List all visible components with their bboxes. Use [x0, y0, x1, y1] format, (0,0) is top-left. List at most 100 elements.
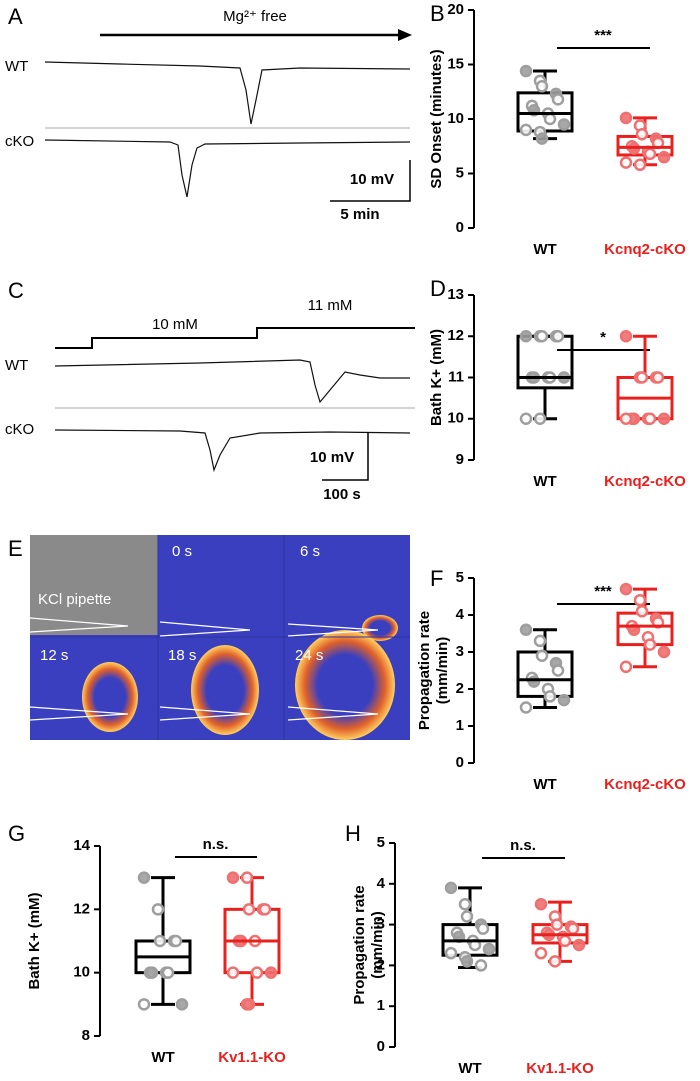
- data-point: [551, 664, 565, 677]
- trace: [54, 429, 411, 473]
- data-point: [535, 330, 549, 343]
- data-point: [137, 998, 151, 1011]
- y-tick-label: 20: [447, 1, 464, 18]
- panel-letter: C: [8, 278, 24, 303]
- y-axis-label: Propagation rate: [351, 885, 368, 1004]
- panel-e: E KCl pipette 0 s 6 s 12 s 18 s 24 s: [8, 535, 410, 740]
- data-point: [551, 330, 565, 343]
- panel-letter: G: [8, 821, 25, 846]
- data-point: [175, 998, 189, 1011]
- panel-letter: B: [430, 1, 445, 26]
- significance: ***: [594, 583, 612, 600]
- y-tick-label: 0: [456, 754, 464, 771]
- arrow-head: [398, 29, 412, 41]
- trace: [44, 61, 411, 125]
- data-point: [242, 998, 256, 1011]
- data-point: [657, 150, 671, 164]
- data-point: [651, 371, 665, 384]
- x-tick-label: Kcnq2-cKO: [604, 241, 686, 258]
- panel-letter: H: [345, 821, 361, 846]
- data-point: [619, 330, 633, 343]
- data-point: [444, 946, 458, 960]
- x-tick-label: WT: [458, 1060, 481, 1077]
- y-tick-label: 10: [73, 964, 90, 981]
- data-point: [258, 903, 272, 916]
- chart: G 8 10 12 14 Bath K+ (mM) n.s. WT Kv1.1-KO: [8, 821, 286, 1066]
- step-label: 10 mM: [152, 316, 198, 333]
- y-axis-label: (mm/min): [369, 911, 386, 979]
- data-point: [519, 330, 533, 343]
- data-point: [543, 690, 557, 703]
- y-tick-label: 15: [447, 55, 464, 72]
- y-axis-label: SD Onset (minutes): [428, 49, 445, 188]
- data-point: [519, 123, 533, 137]
- data-point: [551, 93, 565, 106]
- data-point: [460, 910, 474, 923]
- y-tick-label: 5: [377, 834, 385, 851]
- data-point: [643, 412, 657, 425]
- x-tick-label: Kcnq2-cKO: [604, 776, 686, 793]
- data-point: [226, 871, 240, 884]
- inset-image: [30, 535, 158, 635]
- data-point: [519, 623, 533, 637]
- data-point: [550, 918, 564, 931]
- data-point: [635, 605, 649, 618]
- data-point: [458, 897, 472, 911]
- trace-label: WT: [5, 58, 28, 75]
- chart: F 0 1 2 3 4 5 Propagation rate (mm/min) *** WT Kcnq…: [416, 566, 686, 793]
- data-point: [264, 966, 278, 979]
- frame-label: 0 s: [172, 543, 192, 560]
- significance: n.s.: [510, 837, 536, 854]
- y-axis-label: Bath K+ (mM): [26, 892, 43, 989]
- data-point: [474, 959, 488, 972]
- data-point: [240, 871, 254, 884]
- y-tick-label: 12: [447, 327, 464, 344]
- data-point: [533, 412, 547, 425]
- y-tick-label: 5: [456, 164, 464, 181]
- wave-front: [295, 630, 395, 740]
- data-point: [533, 634, 547, 648]
- data-point: [619, 582, 633, 596]
- data-point: [619, 412, 633, 425]
- data-point: [476, 922, 490, 935]
- scale-bar: [330, 160, 411, 202]
- data-point: [161, 966, 175, 979]
- x-tick-label: WT: [533, 241, 556, 258]
- significance: n.s.: [203, 836, 229, 853]
- scale-label: 5 min: [340, 206, 379, 223]
- data-point: [657, 645, 671, 659]
- scale-label: 10 mV: [310, 449, 354, 466]
- data-point: [444, 881, 458, 895]
- wave-front: [82, 662, 138, 732]
- data-point: [145, 966, 159, 979]
- condition: Mg²⁺ free: [223, 8, 287, 25]
- x-tick-label: Kv1.1-KO: [218, 1049, 286, 1066]
- x-tick-label: WT: [151, 1049, 174, 1066]
- y-tick-label: 0: [377, 1038, 385, 1055]
- step-label: 11 mM: [308, 297, 353, 314]
- data-point: [519, 412, 533, 425]
- data-point: [534, 946, 548, 960]
- chart: B 0 5 10 15 20 SD Onset (minutes) *** WT Kcnq2-cK…: [428, 1, 686, 258]
- y-tick-label: 4: [377, 875, 386, 892]
- y-tick-label: 9: [456, 451, 464, 468]
- significance: *: [600, 329, 606, 346]
- y-tick-label: 2: [456, 680, 464, 697]
- y-tick-label: 14: [73, 837, 90, 854]
- y-axis-label: Propagation rate: [416, 611, 433, 730]
- pipettes: [29, 617, 379, 721]
- data-point: [153, 934, 167, 948]
- data-point: [226, 966, 240, 979]
- y-tick-label: 5: [456, 569, 464, 586]
- step-protocol: [55, 327, 415, 349]
- data-point: [169, 934, 183, 948]
- data-point: [633, 593, 647, 607]
- frame-label: 12 s: [40, 647, 68, 664]
- trace: [54, 359, 410, 404]
- data-point: [548, 955, 562, 968]
- data-point: [527, 675, 541, 688]
- inset-label: KCl pipette: [38, 591, 111, 608]
- data-point: [519, 64, 533, 78]
- y-tick-label: 1: [377, 997, 385, 1014]
- wave-front: [191, 645, 259, 735]
